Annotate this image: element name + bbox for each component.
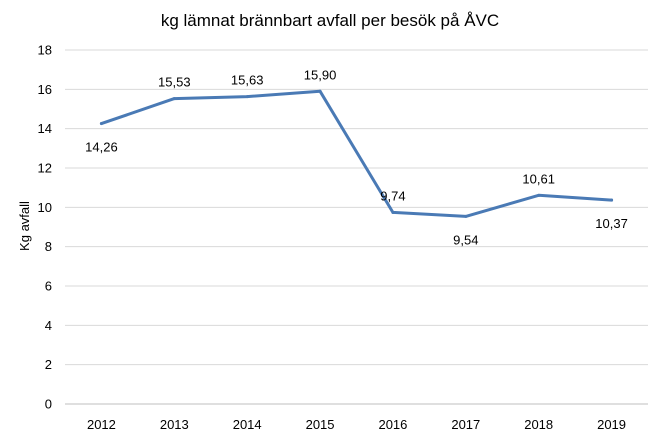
data-label: 10,37 (595, 216, 628, 231)
data-point (391, 210, 395, 214)
x-tick-label: 2018 (524, 417, 553, 432)
y-tick-label: 16 (38, 82, 52, 97)
y-tick-label: 18 (38, 43, 52, 58)
y-tick-label: 8 (45, 239, 52, 254)
gridlines (65, 49, 648, 405)
data-point (318, 89, 322, 93)
data-point (610, 198, 614, 202)
data-label: 14,26 (85, 140, 118, 155)
data-point (537, 193, 541, 197)
x-axis-tick-labels: 2012 2013 2014 2015 2016 2017 2018 2019 (87, 417, 626, 432)
x-tick-label: 2012 (87, 417, 116, 432)
data-point (245, 95, 249, 99)
data-point (99, 122, 103, 126)
data-label: 15,90 (304, 67, 337, 82)
data-label: 15,53 (158, 75, 191, 90)
data-point (172, 97, 176, 101)
chart-title: kg lämnat brännbart avfall per besök på … (161, 11, 499, 30)
data-point (464, 214, 468, 218)
y-tick-label: 10 (38, 200, 52, 215)
data-label: 15,63 (231, 73, 264, 88)
series-layer (99, 89, 614, 218)
y-axis-label: Kg avfall (17, 201, 32, 251)
x-tick-label: 2015 (306, 417, 335, 432)
y-tick-label: 4 (45, 318, 52, 333)
x-tick-label: 2019 (597, 417, 626, 432)
x-tick-label: 2013 (160, 417, 189, 432)
y-tick-label: 6 (45, 279, 52, 294)
y-tick-label: 12 (38, 161, 52, 176)
data-label: 10,61 (522, 171, 555, 186)
x-tick-label: 2016 (378, 417, 407, 432)
y-tick-label: 14 (38, 121, 52, 136)
data-labels: 14,26 15,53 15,63 15,90 9,74 9,54 10,61 10,37 (85, 67, 628, 247)
data-label: 9,74 (380, 188, 405, 203)
y-axis-tick-labels: 0 2 4 6 8 10 12 14 16 18 (38, 43, 52, 412)
x-tick-label: 2017 (451, 417, 480, 432)
y-tick-label: 2 (45, 357, 52, 372)
x-tick-label: 2014 (233, 417, 262, 432)
y-tick-label: 0 (45, 397, 52, 412)
series-line (99, 89, 614, 218)
data-label: 9,54 (453, 232, 478, 247)
